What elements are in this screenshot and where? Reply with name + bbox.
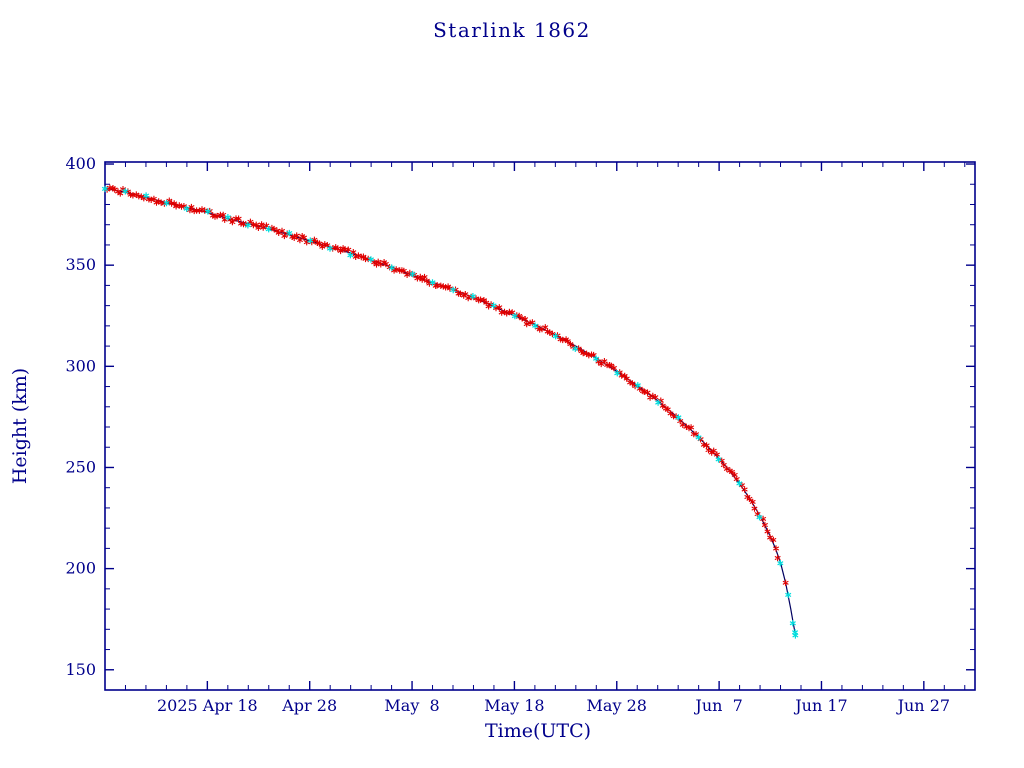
- x-tick-label: Jun 17: [793, 696, 847, 715]
- y-tick-label: 400: [65, 154, 96, 173]
- y-tick-label: 300: [65, 356, 96, 375]
- decay-curve-line: [104, 187, 796, 635]
- y-tick-label: 350: [65, 255, 96, 274]
- x-tick-label: May 28: [587, 696, 647, 715]
- x-tick-label: Jun 7: [693, 696, 742, 715]
- plot-frame: [104, 161, 976, 691]
- x-tick-label: Jun 27: [896, 696, 950, 715]
- y-tick-label: 250: [65, 457, 96, 476]
- y-tick-label: 200: [65, 559, 96, 578]
- predicted-height-markers: [101, 185, 799, 639]
- x-axis-label: Time(UTC): [484, 720, 592, 742]
- x-tick-label: 2025 Apr 18: [157, 696, 258, 715]
- chart-title: Starlink 1862: [433, 18, 591, 42]
- x-tick-label: Apr 28: [281, 696, 337, 715]
- x-tick-label: May 18: [484, 696, 544, 715]
- x-tick-label: May 8: [384, 696, 439, 715]
- y-axis-label: Height (km): [9, 367, 31, 485]
- y-tick-label: 150: [65, 660, 96, 679]
- observed-height-markers: [104, 184, 789, 586]
